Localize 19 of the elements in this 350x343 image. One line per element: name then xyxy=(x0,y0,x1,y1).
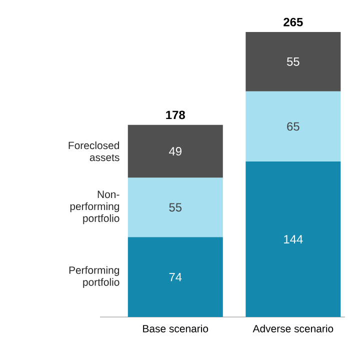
series-label: Non-performing portfolio xyxy=(70,190,120,224)
bar xyxy=(246,32,341,92)
data-label: 55 xyxy=(169,203,182,212)
bar xyxy=(128,237,223,317)
bar xyxy=(128,124,223,178)
series-label: Performing portfolio xyxy=(69,266,120,288)
data-label: 65 xyxy=(287,122,300,131)
total-label: 265 xyxy=(284,18,303,26)
x-tick-label: Base scenario xyxy=(143,324,208,332)
data-label: 49 xyxy=(169,147,182,156)
data-label: 74 xyxy=(169,272,182,282)
bar xyxy=(246,162,341,317)
bar xyxy=(128,178,223,238)
x-tick-label: Adverse scenario xyxy=(252,324,334,332)
bar xyxy=(246,91,341,162)
series-label: Foreclosed assets xyxy=(68,141,120,162)
data-label: 55 xyxy=(287,58,300,66)
data-label: 144 xyxy=(284,235,303,244)
total-label: 178 xyxy=(166,110,185,120)
